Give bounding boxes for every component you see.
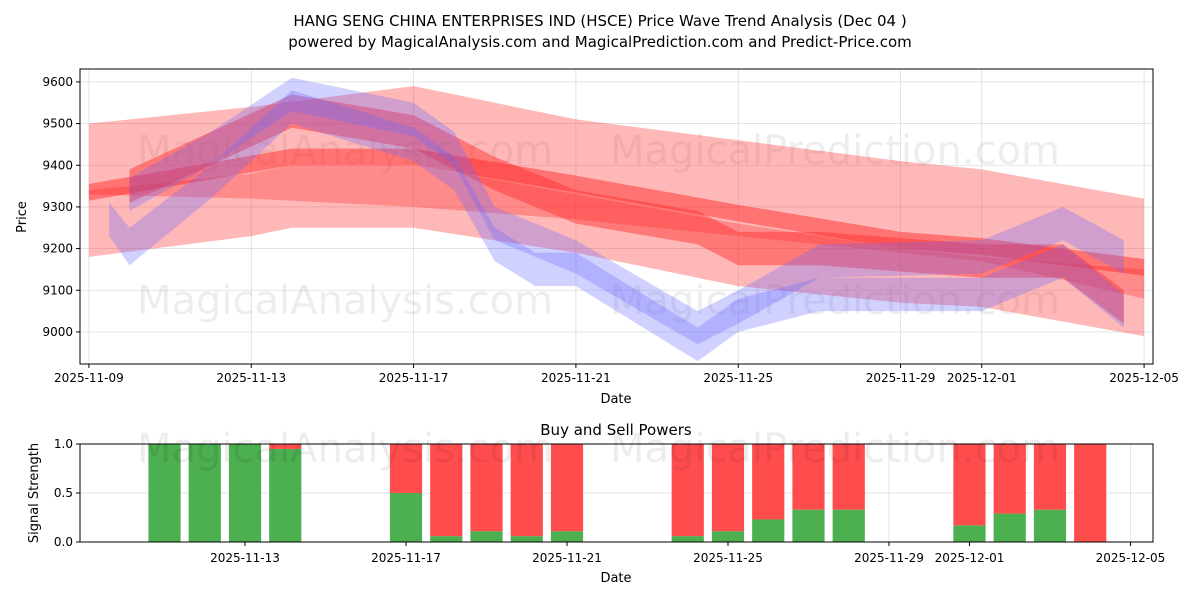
x-tick-label: 2025-12-05 — [1096, 551, 1166, 565]
buy-bar — [470, 531, 503, 542]
watermark: MagicalAnalysis.com — [137, 128, 553, 174]
x-tick-label: 2025-11-25 — [703, 371, 773, 385]
sell-bar — [832, 444, 865, 510]
x-tick-label: 2025-11-09 — [54, 371, 124, 385]
sell-bar — [792, 444, 825, 510]
buy-bar — [510, 536, 543, 542]
sell-bar — [711, 444, 745, 532]
x-tick-label: 2025-11-21 — [532, 551, 602, 565]
watermark: MagicalPrediction.com — [610, 128, 1060, 174]
buy-bar — [389, 493, 423, 542]
buy-bar — [550, 531, 584, 542]
buy-bar — [953, 525, 986, 542]
watermark: MagicalPrediction.com — [610, 426, 1060, 472]
signal-frame — [79, 443, 1154, 543]
sell-bar — [1074, 444, 1107, 542]
x-tick-label: 2025-12-01 — [935, 551, 1005, 565]
buy-bar — [792, 509, 825, 542]
y-tick-label: 9300 — [42, 200, 73, 214]
buy-bar — [430, 536, 463, 542]
x-tick-label: 2025-12-05 — [1109, 371, 1179, 385]
sell-bar — [389, 444, 423, 493]
buy-bar — [711, 531, 745, 542]
sell-bar — [269, 444, 302, 449]
sell-bar — [550, 444, 584, 532]
band-red-center — [88, 148, 1145, 276]
band-blue-wave-1 — [129, 77, 1124, 345]
buy-bar — [671, 536, 704, 542]
buy-bar — [832, 509, 865, 542]
buy-bar — [1033, 509, 1067, 542]
x-tick-label: 2025-12-01 — [947, 371, 1017, 385]
buy-bar — [148, 444, 181, 542]
band-red-wide-lower — [88, 165, 1145, 337]
buy-bar — [188, 444, 221, 542]
watermark: MagicalAnalysis.com — [137, 426, 553, 472]
price-ylabel: Price — [15, 201, 30, 233]
y-tick-label: 9100 — [42, 283, 73, 297]
sell-bar — [993, 444, 1026, 514]
x-tick-label: 2025-11-25 — [693, 551, 763, 565]
chart-subtitle: powered by MagicalAnalysis.com and Magic… — [288, 33, 912, 51]
signal-ylabel: Signal Strength — [27, 443, 42, 543]
y-tick-label: 9200 — [42, 242, 73, 256]
y-tick-label: 9600 — [42, 75, 73, 89]
sell-bar — [752, 444, 785, 520]
x-tick-label: 2025-11-17 — [371, 551, 441, 565]
sell-bar — [510, 444, 543, 537]
buy-bar — [752, 519, 785, 542]
x-tick-label: 2025-11-13 — [216, 371, 286, 385]
signal-title: Buy and Sell Powers — [540, 421, 692, 439]
buy-bar — [993, 513, 1026, 542]
watermark: MagicalAnalysis.com — [137, 278, 553, 324]
buy-bar — [269, 448, 302, 542]
x-tick-label: 2025-11-21 — [541, 371, 611, 385]
y-tick-label: 9400 — [42, 158, 73, 172]
plot-frame — [79, 68, 1154, 365]
y-tick-label: 9000 — [42, 325, 73, 339]
sell-bar — [671, 444, 704, 537]
band-red-wave — [129, 94, 1124, 324]
y-tick-label: 1.0 — [54, 437, 73, 451]
y-tick-label: 0.5 — [54, 486, 73, 500]
y-tick-label: 0.0 — [54, 535, 73, 549]
sell-bar — [1033, 444, 1067, 510]
x-tick-label: 2025-11-17 — [379, 371, 449, 385]
price-xlabel: Date — [600, 392, 631, 407]
x-tick-label: 2025-11-13 — [210, 551, 280, 565]
sell-bar — [430, 444, 463, 537]
x-tick-label: 2025-11-29 — [854, 551, 924, 565]
buy-bar — [228, 444, 262, 542]
band-red-wide-upper — [88, 86, 1145, 299]
chart-title: HANG SENG CHINA ENTERPRISES IND (HSCE) P… — [293, 12, 906, 30]
signal-plot: 2025-11-13 2025-11-17 2025-11-21 2025-11-25… — [54, 426, 1165, 565]
signal-xlabel: Date — [600, 571, 631, 586]
y-tick-label: 9500 — [42, 117, 73, 131]
price-plot: 2025-11-09 2025-11-13 2025-11-17 2025-11-21… — [42, 68, 1179, 385]
sell-bar — [953, 444, 986, 526]
x-tick-label: 2025-11-29 — [866, 371, 936, 385]
watermark: MagicalPrediction.com — [610, 278, 1060, 324]
sell-bar — [470, 444, 503, 532]
band-blue-wave-2 — [109, 90, 1124, 362]
plot-background — [80, 69, 1153, 364]
